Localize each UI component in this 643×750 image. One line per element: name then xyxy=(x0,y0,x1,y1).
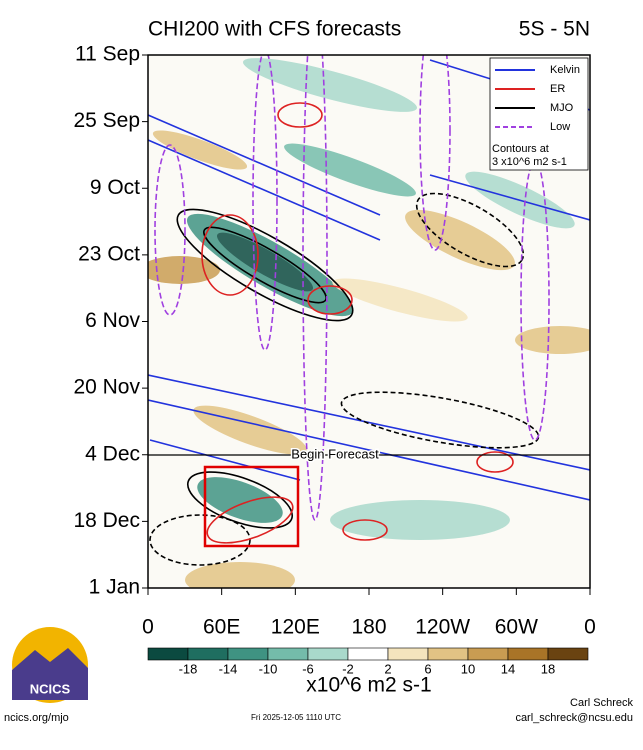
colorbar-tick-label: 18 xyxy=(541,661,555,676)
footer-timestamp: Fri 2025-12-05 1110 UTC xyxy=(251,713,341,722)
colorbar-tick-label: -14 xyxy=(219,661,238,676)
colorbar-tick-label: 10 xyxy=(461,661,475,676)
colorbar-box xyxy=(307,647,349,661)
legend-label: ER xyxy=(550,83,565,95)
chart-subtitle: 5S - 5N xyxy=(519,18,590,41)
colorbar-tick-label: 2 xyxy=(384,661,391,676)
y-tick-label: 1 Jan xyxy=(89,576,140,599)
x-tick-label: 0 xyxy=(584,616,596,639)
colorbar-tick-label: -6 xyxy=(302,661,314,676)
colorbar-box xyxy=(467,647,509,661)
colorbar-tick-label: -2 xyxy=(342,661,354,676)
legend-label: Kelvin xyxy=(550,64,580,76)
colorbar-box xyxy=(187,647,229,661)
x-tick-label: 60W xyxy=(495,616,538,639)
footer-email: carl_schreck@ncsu.edu xyxy=(515,712,633,724)
colorbar-tick-label: -10 xyxy=(259,661,278,676)
y-tick-label: 4 Dec xyxy=(85,442,140,465)
y-tick-label: 20 Nov xyxy=(73,376,140,399)
legend-note: 3 x10^6 m2 s-1 xyxy=(492,156,567,168)
colorbar-box xyxy=(547,647,589,661)
colorbar-tick-label: -18 xyxy=(179,661,198,676)
footer-author: Carl Schreck xyxy=(570,697,633,709)
logo-text: NCICS xyxy=(30,681,71,696)
y-tick-label: 25 Sep xyxy=(73,109,140,132)
x-tick-label: 120W xyxy=(415,616,470,639)
highlight-box xyxy=(203,465,300,548)
colorbar-box xyxy=(267,647,309,661)
annotation: Begin Forecast xyxy=(291,446,379,461)
footer-url: ncics.org/mjo xyxy=(4,712,69,724)
colorbar-tick-label: 14 xyxy=(501,661,515,676)
x-tick-label: 0 xyxy=(142,616,154,639)
legend-note: Contours at xyxy=(492,143,549,155)
legend-label: Low xyxy=(550,121,570,133)
colorbar-box xyxy=(387,647,429,661)
chart-title: CHI200 with CFS forecasts xyxy=(148,18,401,41)
y-tick-label: 11 Sep xyxy=(75,43,140,66)
legend-label: MJO xyxy=(550,102,574,114)
colorbar-box xyxy=(507,647,549,661)
x-tick-label: 120E xyxy=(271,616,320,639)
colorbar-box xyxy=(227,647,269,661)
colorbar-label: x10^6 m2 s-1 xyxy=(306,674,431,697)
colorbar-tick-label: 6 xyxy=(424,661,431,676)
x-tick-label: 60E xyxy=(203,616,240,639)
y-tick-label: 23 Oct xyxy=(78,242,140,265)
logo: NCICS xyxy=(12,627,88,703)
colorbar-box xyxy=(147,647,189,661)
legend-box xyxy=(489,57,589,171)
colorbar-box xyxy=(347,647,389,661)
x-tick-label: 180 xyxy=(351,616,386,639)
colorbar-box xyxy=(427,647,469,661)
y-tick-label: 6 Nov xyxy=(85,309,140,332)
y-tick-label: 9 Oct xyxy=(90,176,140,199)
y-tick-label: 18 Dec xyxy=(73,509,140,532)
